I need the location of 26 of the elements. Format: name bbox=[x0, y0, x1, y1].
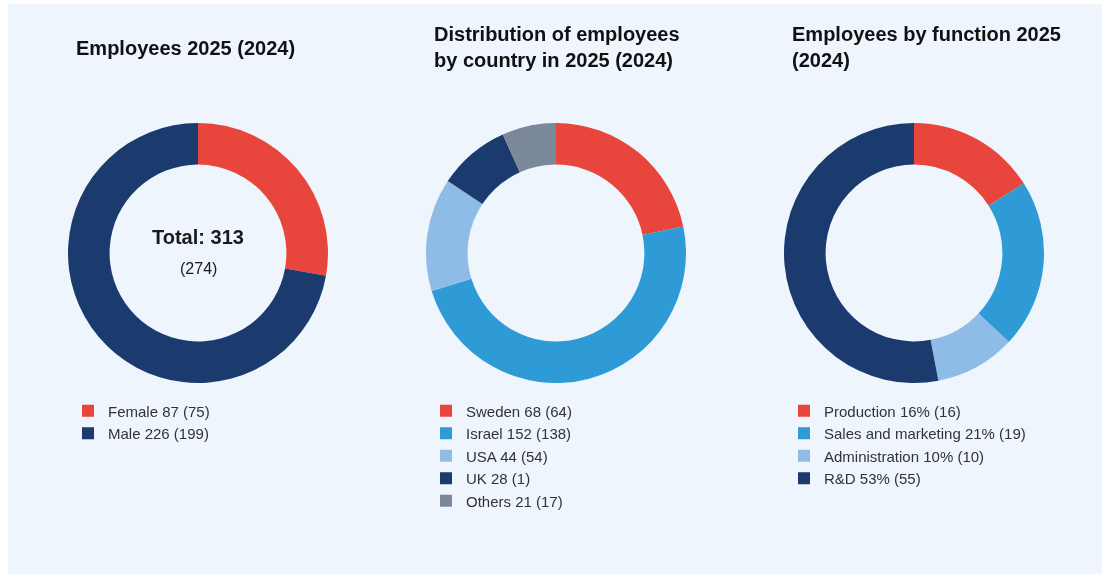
donut-slice bbox=[978, 183, 1044, 342]
legend-label: UK 28 (1) bbox=[466, 470, 531, 488]
donut-slice bbox=[556, 123, 684, 235]
chart-title: Distribution of employees by country in 2025 (2024) bbox=[434, 23, 680, 72]
donut-slice bbox=[914, 123, 1024, 206]
legend-label: Others 21 (17) bbox=[466, 492, 563, 510]
legend-label: Israel 152 (138) bbox=[466, 425, 572, 443]
chart-title: Employees 2025 (2024) bbox=[76, 37, 296, 60]
donut-slice bbox=[784, 123, 939, 383]
donut-slice bbox=[502, 123, 556, 173]
legend-label: Female 87 (75) bbox=[108, 402, 210, 420]
donut-slice bbox=[426, 180, 483, 291]
donut-slice bbox=[431, 226, 686, 383]
donut-slice bbox=[930, 313, 1009, 381]
legend-label: R&D 53% (55) bbox=[824, 470, 921, 488]
donut-slice bbox=[68, 123, 326, 383]
legend-label: USA 44 (54) bbox=[466, 447, 548, 465]
text: (274) bbox=[180, 260, 218, 277]
legend-label: Production 16% (16) bbox=[824, 402, 961, 420]
text: Total: 313 bbox=[152, 226, 244, 248]
legend-label: Administration 10% (10) bbox=[824, 447, 985, 465]
legend-label: Sales and marketing 21% (19) bbox=[824, 425, 1026, 443]
donut-slice bbox=[447, 134, 520, 205]
chart-title: Employees by function 2025 (2024) bbox=[792, 23, 1061, 72]
legend-label: Sweden 68 (64) bbox=[466, 402, 572, 420]
legend-label: Male 226 (199) bbox=[108, 425, 209, 443]
